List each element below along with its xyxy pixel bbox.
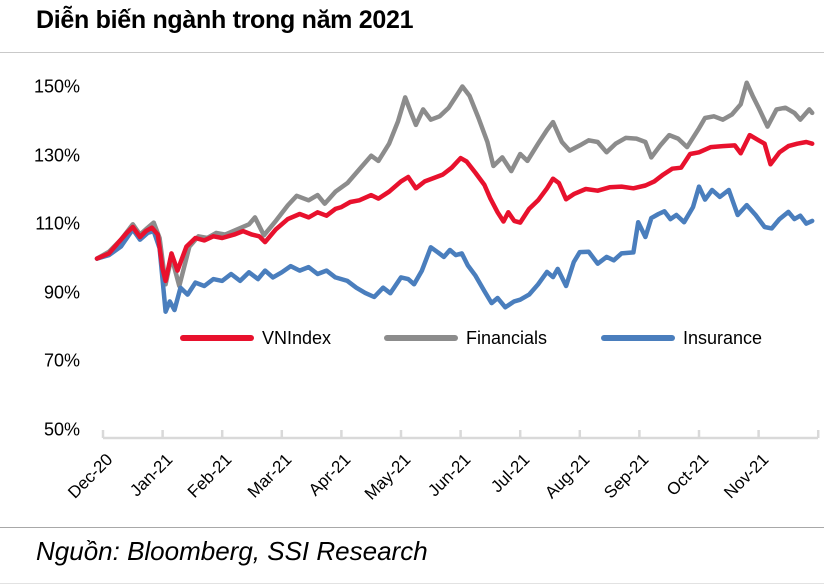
legend-label: Insurance: [683, 327, 763, 348]
legend-label: Financials: [466, 327, 548, 348]
y-axis-label: 70%: [43, 350, 80, 371]
legend-swatch-financials: [384, 335, 458, 341]
series-line-insurance: [94, 184, 815, 314]
bottom-divider: [0, 583, 824, 584]
title-divider: [0, 52, 824, 53]
legend-item-financials: Financials: [384, 327, 548, 348]
legend-item-insurance: Insurance: [601, 327, 763, 348]
y-axis-label: 50%: [43, 419, 80, 440]
source-divider: [0, 527, 824, 528]
y-axis-label: 110%: [35, 213, 80, 234]
source-text: Nguồn: Bloomberg, SSI Research: [36, 536, 428, 566]
legend-item-vnindex: VNIndex: [180, 327, 332, 348]
chart-title: Diễn biến ngành trong năm 2021: [36, 6, 414, 34]
series-line-financials: [94, 80, 815, 289]
legend-swatch-vnindex: [180, 335, 254, 341]
y-axis-label: 130%: [33, 145, 80, 166]
legend-label: VNIndex: [262, 327, 332, 348]
y-axis-label: 150%: [33, 76, 80, 97]
legend-swatch-insurance: [601, 335, 675, 341]
series-line-vnindex: [94, 132, 815, 284]
y-axis-label: 90%: [43, 282, 80, 303]
